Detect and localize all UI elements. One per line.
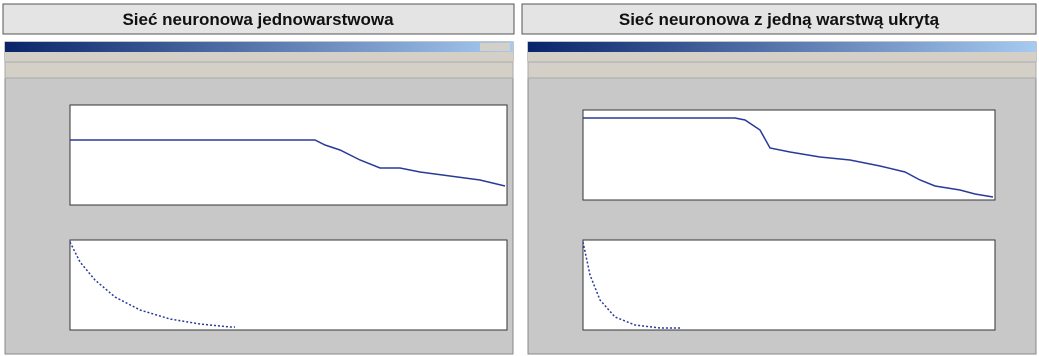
plot-area [583, 240, 995, 330]
plot-area [70, 240, 507, 330]
toolbar [528, 62, 1036, 78]
title-bar [5, 42, 513, 52]
window-buttons [480, 43, 510, 51]
page: {"panels": [{"title": "Sieć neuronowa je… [0, 0, 1039, 356]
plot-area [583, 110, 995, 200]
plot-area [70, 105, 507, 205]
menu-bar [528, 52, 1036, 62]
panel-title: Sieć neuronowa jednowarstwowa [122, 10, 394, 29]
title-bar [528, 42, 1036, 52]
panel-title: Sieć neuronowa z jedną warstwą ukrytą [619, 10, 940, 29]
toolbar [5, 62, 513, 78]
slide: Sieć neuronowa jednowarstwowa Sieć neuro… [0, 0, 1039, 356]
menu-bar [5, 52, 513, 62]
